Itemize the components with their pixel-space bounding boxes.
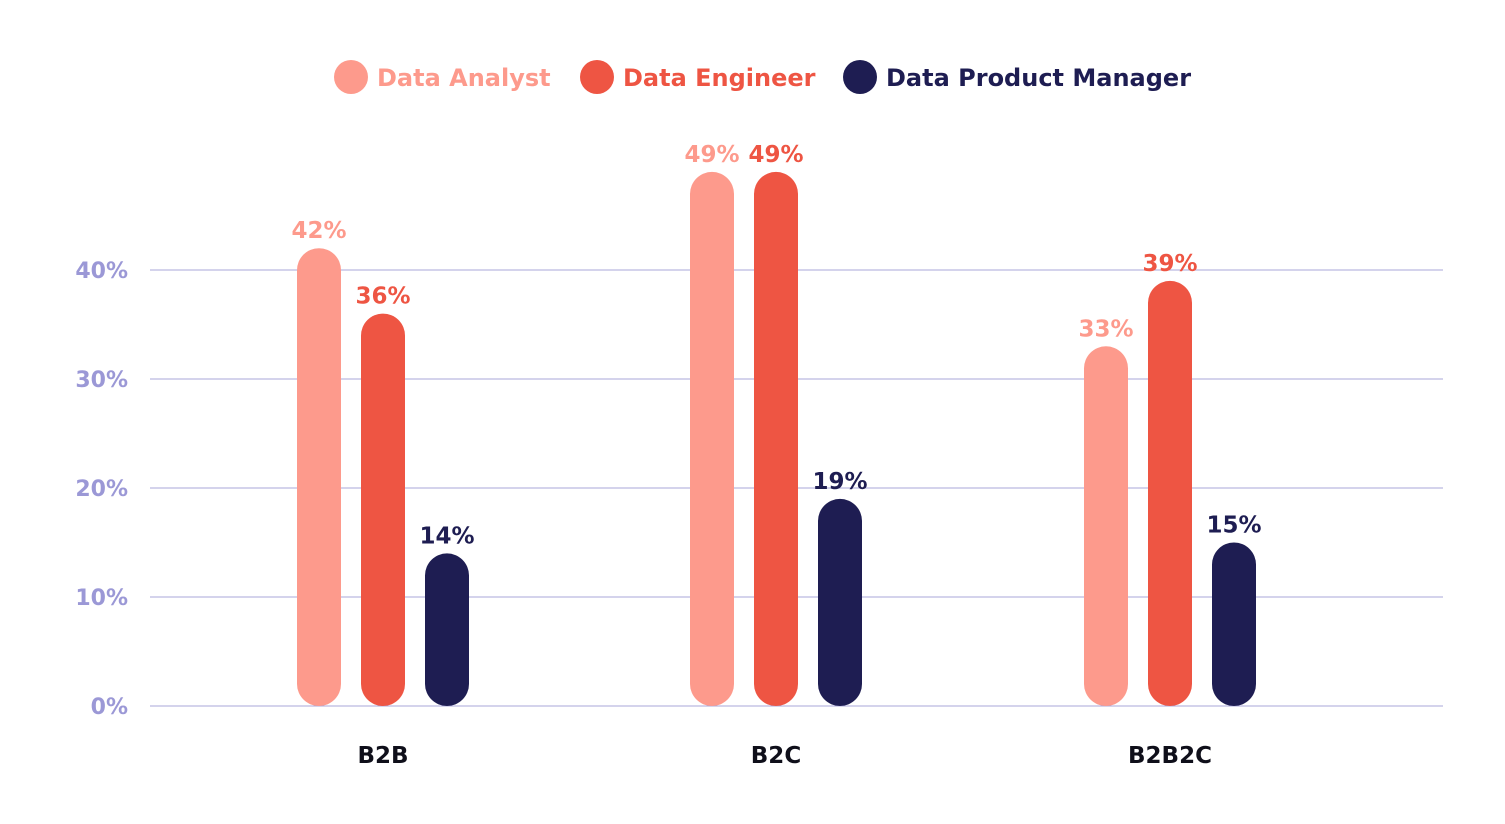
legend-swatch-data-engineer [580,60,614,94]
bar-b2c-data-analyst [690,171,734,706]
data-label: 19% [812,469,867,495]
y-tick-label: 10% [75,586,128,611]
data-label: 36% [355,284,410,310]
data-label: 14% [419,523,474,549]
x-axis: B2B B2C B2B2C [357,743,1212,769]
chart-legend: Data Analyst Data Engineer Data Product Ma… [334,60,1191,94]
y-tick-label: 40% [75,259,128,284]
data-labels: 42% 36% 14% 49% 49% 19% 33% 39% 15% [291,142,1261,550]
bar-b2b2c-data-analyst [1084,346,1128,706]
legend-swatch-data-analyst [334,60,368,94]
data-label: 39% [1142,251,1197,277]
bar-b2b2c-data-engineer [1148,280,1192,706]
y-tick-label: 20% [75,477,128,502]
y-tick-label: 0% [91,695,128,720]
data-label: 49% [748,142,803,168]
data-label: 42% [291,218,346,244]
bar-b2b-data-product-manager [425,553,469,706]
data-label: 33% [1078,316,1133,342]
bar-b2b-data-analyst [297,248,341,706]
bar-b2c-data-product-manager [818,498,862,706]
legend-label-data-product-manager: Data Product Manager [886,64,1191,92]
chart-bars [297,171,1256,706]
data-label: 15% [1206,513,1261,539]
bar-b2c-data-engineer [754,171,798,706]
data-label: 49% [684,142,739,168]
legend-label-data-analyst: Data Analyst [377,64,551,92]
category-label-b2b2c: B2B2C [1128,743,1212,769]
legend-swatch-data-product-manager [843,60,877,94]
legend-label-data-engineer: Data Engineer [623,64,816,92]
y-axis: 0% 10% 20% 30% 40% [75,259,128,720]
category-label-b2b: B2B [357,743,408,769]
bar-b2b-data-engineer [361,313,405,706]
category-label-b2c: B2C [751,743,801,769]
bar-b2b2c-data-product-manager [1212,542,1256,706]
y-tick-label: 30% [75,368,128,393]
